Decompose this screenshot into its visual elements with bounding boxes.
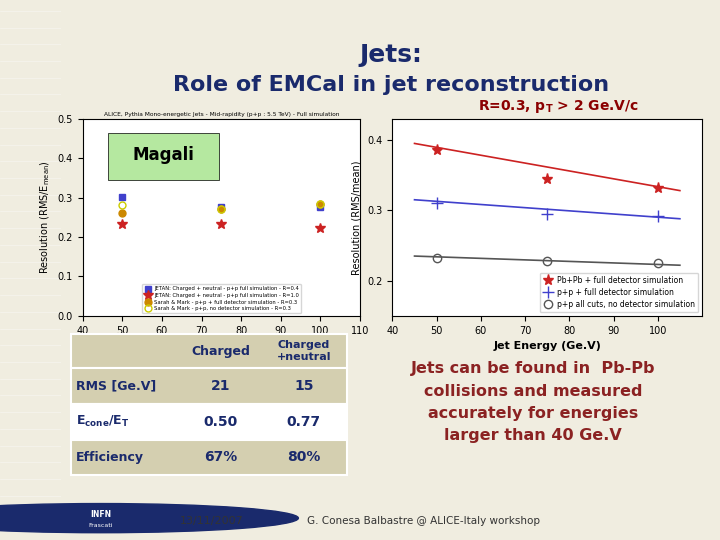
Text: Magali: Magali [132,146,194,164]
Text: INFN: INFN [90,510,112,519]
Line: p+p + full detector simulation: p+p + full detector simulation [431,198,663,221]
X-axis label: Jet Energy (Ge.V): Jet Energy (Ge.V) [168,341,275,351]
Line: Sarah & Mark - p+p, no detector simulation - R=0.3: Sarah & Mark - p+p, no detector simulati… [119,200,324,212]
JETAN: Charged + neutral - p+p full simulation - R=0.4: (75, 0.277): Charged + neutral - p+p full simulation … [217,204,226,210]
FancyBboxPatch shape [108,133,219,180]
JETAN: Charged + neutral - p+p full simulation - R=1.0: (75, 0.232): Charged + neutral - p+p full simulation … [217,221,226,228]
p+p + full detector simulation [432,200,441,206]
Line: Sarah & Mark - p+p + full detector simulation - R=0.3: Sarah & Mark - p+p + full detector simul… [119,200,324,217]
Text: Charged
+neutral: Charged +neutral [276,341,331,362]
Sarah & Mark - p+p, no detector simulation - R=0.3 [316,200,325,207]
p+p + full detector simulation [654,213,662,219]
JETAN: Charged + neutral - p+p full simulation - R=1.0: (50, 0.232): Charged + neutral - p+p full simulation … [118,221,127,228]
Text: 80%: 80% [287,450,320,464]
Bar [71,440,347,475]
p+p + full detector simulation [543,211,552,217]
Sarah & Mark - p+p, no detector simulation - R=0.3 [217,205,226,212]
Sarah & Mark - p+p + full detector simulation - R=0.3 [118,210,127,217]
Text: 67%: 67% [204,450,237,464]
Text: G. Conesa Balbastre @ ALICE-Italy workshop: G. Conesa Balbastre @ ALICE-Italy worksh… [307,516,540,525]
Text: 0.50: 0.50 [203,415,238,429]
Pb+Pb + full detector simulation [432,147,441,154]
Text: 0.77: 0.77 [287,415,321,429]
Text: Jets can be found in  Pb-Pb
collisions and measured
accurately for energies
larg: Jets can be found in Pb-Pb collisions an… [410,361,655,443]
Bar [71,368,347,404]
Text: E$_\mathregular{cone}$/E$_\mathregular{T}$: E$_\mathregular{cone}$/E$_\mathregular{T… [76,414,130,429]
Text: 15: 15 [294,379,314,393]
Text: R=0.3, p$_\mathregular{T}$ > 2 Ge.V/c: R=0.3, p$_\mathregular{T}$ > 2 Ge.V/c [478,98,639,115]
Sarah & Mark - p+p, no detector simulation - R=0.3 [118,201,127,208]
Pb+Pb + full detector simulation [543,176,552,182]
Legend: JETAN: Charged + neutral - p+p full simulation - R=0.4, JETAN: Charged + neutral: JETAN: Charged + neutral - p+p full simu… [142,284,301,313]
Sarah & Mark - p+p + full detector simulation - R=0.3 [217,206,226,213]
Text: Frascati: Frascati [89,523,113,528]
Circle shape [0,503,298,532]
Sarah & Mark - p+p + full detector simulation - R=0.3 [316,200,325,207]
JETAN: Charged + neutral - p+p full simulation - R=1.0: (100, 0.222): Charged + neutral - p+p full simulation … [316,225,325,232]
Title: ALICE, Pythia Mono-energetic Jets - Mid-rapidity (p+p : 5.5 TeV) - Full simulati: ALICE, Pythia Mono-energetic Jets - Mid-… [104,112,339,117]
Text: Efficiency: Efficiency [76,451,144,464]
Bar [71,334,347,368]
Bar [71,404,347,440]
Legend: Pb+Pb + full detector simulation, p+p + full detector simulation, p+p all cuts, : Pb+Pb + full detector simulation, p+p + … [539,273,698,312]
Text: Jets:: Jets: [359,43,422,68]
X-axis label: Jet Energy (Ge.V): Jet Energy (Ge.V) [493,341,601,351]
Line: p+p all cuts, no detector simulation: p+p all cuts, no detector simulation [433,254,662,267]
Text: 13/11/2007: 13/11/2007 [180,516,243,525]
Y-axis label: Resolution (RMS/mean): Resolution (RMS/mean) [352,160,361,275]
Line: JETAN: Charged + neutral - p+p full simulation - R=0.4: JETAN: Charged + neutral - p+p full simu… [119,193,324,210]
Text: 21: 21 [210,379,230,393]
Line: JETAN: Charged + neutral - p+p full simulation - R=1.0: JETAN: Charged + neutral - p+p full simu… [117,220,325,233]
Pb+Pb + full detector simulation [654,185,662,191]
JETAN: Charged + neutral - p+p full simulation - R=0.4: (50, 0.302): Charged + neutral - p+p full simulation … [118,194,127,200]
p+p all cuts, no detector simulation [654,260,662,266]
Text: Role of EMCal in jet reconstruction: Role of EMCal in jet reconstruction [173,75,608,94]
p+p all cuts, no detector simulation [543,258,552,264]
Text: Charged: Charged [191,345,250,358]
Line: Pb+Pb + full detector simulation: Pb+Pb + full detector simulation [431,145,663,193]
Text: RMS [Ge.V]: RMS [Ge.V] [76,380,156,393]
p+p all cuts, no detector simulation [432,255,441,261]
JETAN: Charged + neutral - p+p full simulation - R=0.4: (100, 0.277): Charged + neutral - p+p full simulation … [316,204,325,210]
Y-axis label: Resolution (RMS/E$_\mathregular{mean}$): Resolution (RMS/E$_\mathregular{mean}$) [39,160,52,274]
